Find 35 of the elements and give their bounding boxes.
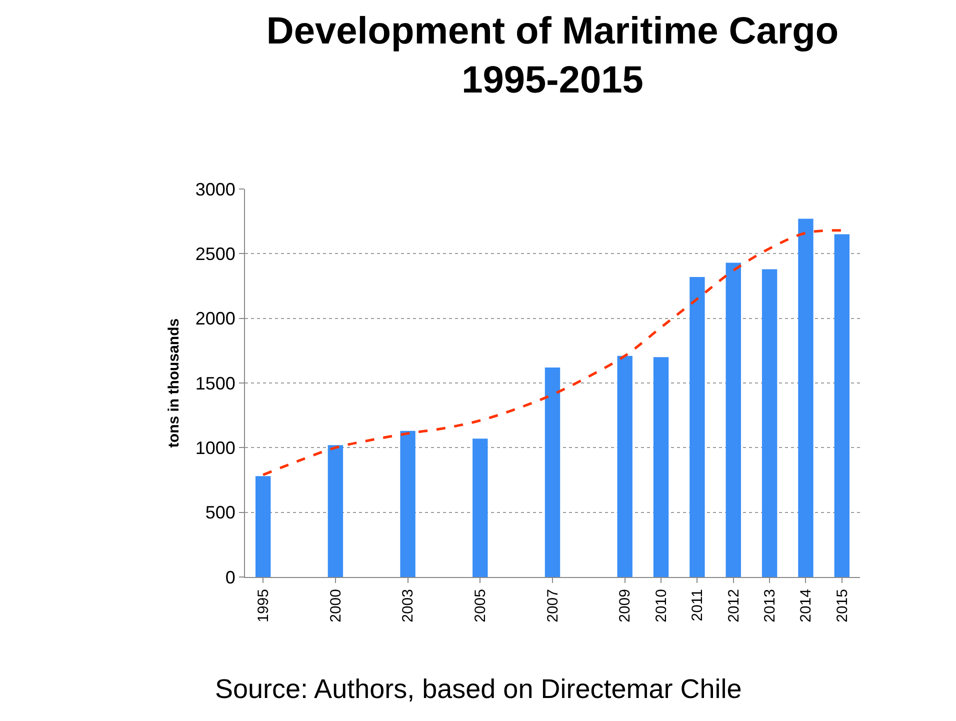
x-tick-label: 2010: [652, 589, 670, 622]
chart-title: Development of Maritime Cargo 1995-2015: [266, 10, 839, 102]
x-tick-label: 2007: [544, 589, 562, 622]
x-tick-label: 2011: [689, 589, 706, 622]
y-tick-label: 1500: [195, 373, 236, 394]
x-tick-label: 1995: [254, 589, 272, 622]
bar: [400, 430, 416, 577]
y-axis-title: tons in thousands: [166, 318, 183, 448]
y-tick-label: 1000: [195, 438, 236, 458]
x-tick-label: 2013: [761, 589, 778, 622]
line-series: [262, 229, 844, 476]
bar: [544, 367, 560, 577]
y-tick-label: 0: [225, 567, 236, 588]
bar: [328, 445, 344, 577]
x-tick-label: 2009: [616, 589, 634, 622]
x-tick-label: 2003: [400, 589, 417, 622]
x-tick-label: 2015: [834, 589, 851, 622]
x-tick-label: 2005: [472, 589, 490, 622]
bar: [690, 276, 705, 577]
y-tick-label: 3000: [195, 179, 236, 200]
bar: [726, 262, 741, 577]
bar: [255, 476, 271, 577]
x-tick-label: 2012: [725, 589, 742, 622]
bar: [834, 234, 850, 577]
y-tick-label: 500: [205, 502, 236, 523]
bar: [653, 357, 669, 577]
bar: [798, 218, 814, 577]
source-note: Source: Authors, based on Directemar Chile: [215, 674, 742, 704]
y-tick-label: 2000: [195, 308, 236, 329]
x-tick-label: 2014: [798, 589, 815, 622]
bar: [762, 269, 778, 577]
y-tick-label: 2500: [195, 244, 236, 264]
x-tick-label: 2000: [327, 589, 344, 622]
bar: [472, 438, 488, 577]
bar: [617, 356, 632, 577]
